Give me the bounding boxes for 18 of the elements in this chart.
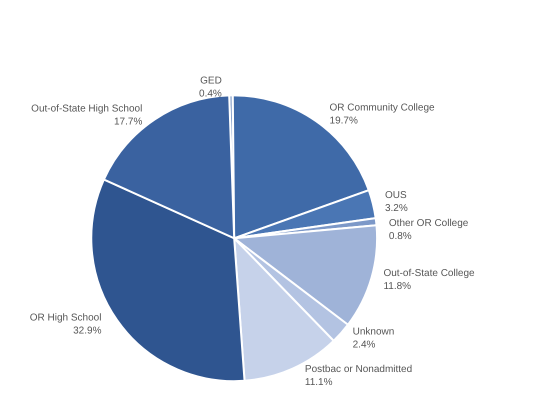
slice-label: GED: [200, 75, 222, 86]
slice-label: OR High School: [30, 312, 102, 324]
data-label: 19.7%: [330, 115, 358, 126]
slice-label: Other OR College: [388, 218, 469, 230]
slice-label: Unknown: [352, 326, 394, 338]
data-label: 32.9%: [73, 326, 102, 337]
data-label: 11.1%: [304, 376, 333, 388]
data-label: 17.7%: [114, 116, 142, 128]
data-label: 0.8%: [388, 231, 412, 242]
data-label: 3.2%: [384, 203, 408, 214]
slice-label: Out-of-State High School: [31, 103, 142, 114]
slice-label: OUS: [384, 190, 407, 202]
data-label: 0.4%: [199, 88, 222, 100]
data-label: 2.4%: [352, 339, 376, 350]
slice-label: Out-of-State College: [383, 268, 476, 279]
data-label: 11.8%: [383, 280, 412, 292]
slice-label: OR Community College: [330, 102, 435, 114]
slice-label: Postbac or Nonadmitted: [304, 364, 412, 375]
